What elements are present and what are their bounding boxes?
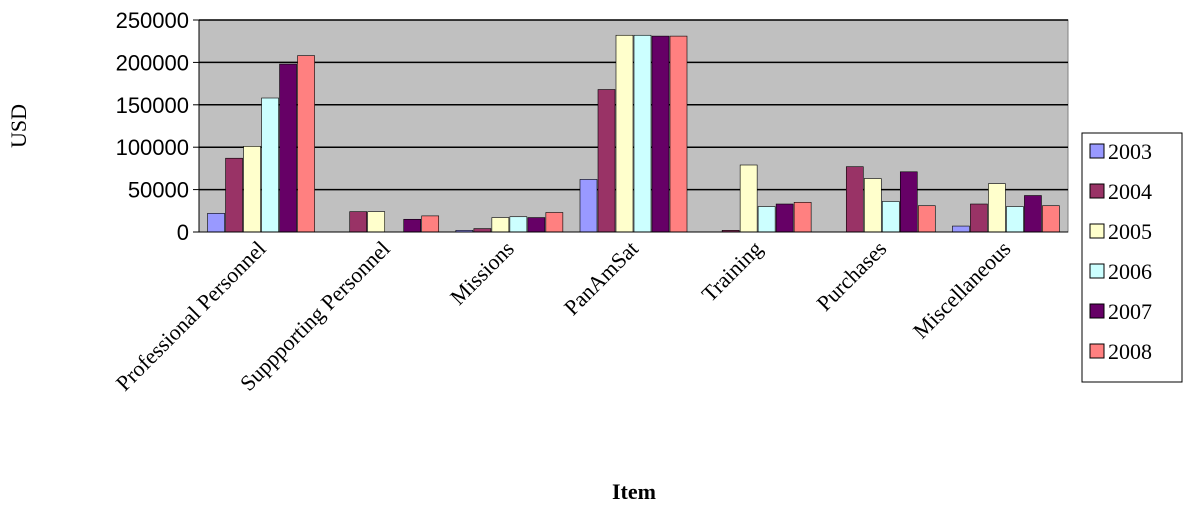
bar-2005-3 [615,34,634,233]
bar-2007-1 [403,218,422,233]
bar-2008-2 [545,212,564,233]
bar-2007-2 [527,217,546,233]
legend-swatch [1089,223,1105,239]
legend-label: 2008 [1108,339,1152,364]
bar-2008-6 [1042,205,1060,233]
bar-2008-1 [421,215,440,233]
bar-2006-5 [881,201,900,233]
y-tick-label: 250000 [116,8,189,33]
bar-2003-3 [579,179,598,233]
legend-swatch [1089,303,1105,319]
legend-label: 2005 [1108,219,1152,244]
bar-2007-3 [651,35,670,233]
plot-area [198,19,1069,233]
bar-2005-6 [988,183,1006,233]
bar-2006-2 [509,216,528,233]
bar-2005-4 [739,164,758,233]
legend-label: 2004 [1108,179,1152,204]
bar-2003-6 [952,225,970,233]
bar-2006-6 [1006,206,1024,233]
bar-2004-6 [970,203,988,233]
bar-2005-1 [367,211,386,233]
legend-items: 2003 2004 2005 2006 2007 2008 [1089,139,1152,364]
legend-swatch [1089,143,1105,159]
bar-2005-2 [491,217,510,233]
x-tick-label: Missions [445,236,519,310]
bar-2007-4 [775,203,794,233]
x-tick-label: Training [696,236,767,307]
y-tick-label: 200000 [116,50,189,75]
legend-swatch [1089,263,1105,279]
bar-2005-0 [243,146,261,233]
legend: 2003 2004 2005 2006 2007 2008 [1081,132,1183,383]
y-tick-label: 50000 [128,178,189,203]
legend-label: 2003 [1108,139,1152,164]
bar-2004-0 [225,157,243,233]
bar-2007-0 [279,63,297,233]
bar-2004-3 [597,89,616,233]
y-tick-label: 150000 [116,93,189,118]
bar-2004-2 [473,228,492,233]
legend-swatch [1089,343,1105,359]
x-axis-title: Item [612,479,656,504]
bar-2004-1 [349,211,368,233]
legend-label: 2007 [1108,299,1152,324]
legend-swatch [1089,183,1105,199]
bar-2007-6 [1024,195,1042,233]
bar-2007-5 [899,171,918,233]
y-axis-ticks: 0 50000 100000 150000 200000 250000 [116,8,199,245]
bar-2006-4 [757,206,776,233]
bar-2006-0 [261,97,279,233]
x-tick-label: Purchases [811,236,891,316]
y-tick-label: 100000 [116,135,189,160]
bar-2008-3 [669,35,688,233]
legend-label: 2006 [1108,259,1152,284]
x-tick-label: PanAmSat [559,236,643,320]
bar-2003-0 [207,213,225,233]
bar-2008-5 [917,205,936,233]
bar-2005-5 [863,178,882,233]
bar-2004-5 [845,166,864,233]
bar-2006-3 [633,34,652,233]
y-axis-title: USD [6,104,31,148]
x-tick-label: Miscellaneous [908,236,1016,344]
bar-2008-4 [793,202,812,233]
y-tick-label: 0 [177,220,189,245]
legend-box [1081,132,1183,383]
gridlines [199,19,1068,191]
bar-2008-0 [297,55,315,233]
